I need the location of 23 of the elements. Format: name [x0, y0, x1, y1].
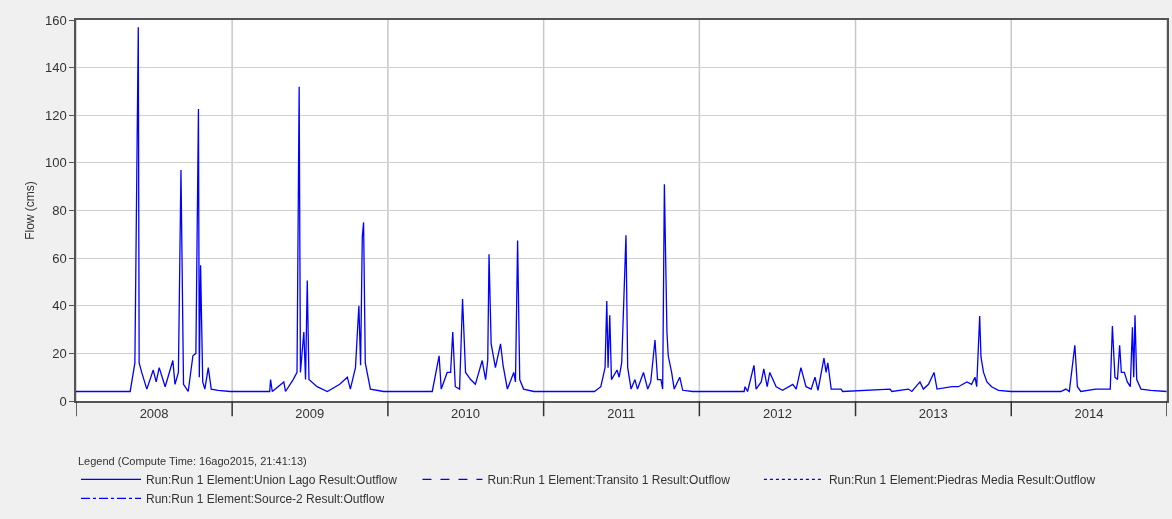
y-tick-label: 40 [52, 298, 67, 314]
legend-label: Run:Run 1 Element:Source-2 Result:Outflow [146, 492, 385, 507]
y-tick-label: 100 [44, 155, 67, 171]
legend-label: Run:Run 1 Element:Transito 1 Result:Outflow [487, 473, 731, 488]
x-tick-label: 2009 [295, 406, 325, 422]
x-tick-label: 2010 [451, 406, 481, 422]
y-axis-title: Flow (cms) [22, 181, 37, 240]
y-tick-label: 60 [52, 250, 67, 266]
legend-label: Run:Run 1 Element:Union Lago Result:Outflow [146, 473, 398, 488]
y-tick-label: 20 [52, 345, 67, 361]
y-tick-label: 80 [52, 203, 67, 219]
x-tick-label: 2013 [918, 406, 948, 422]
legend-label: Run:Run 1 Element:Piedras Media Result:Outflow [828, 473, 1096, 488]
y-tick-label: 160 [44, 12, 67, 28]
y-tick-label: 0 [59, 393, 67, 409]
legend-title: Legend (Compute Time: 16ago2015, 21:41:13) [78, 454, 307, 467]
y-tick-label: 120 [44, 107, 67, 123]
x-tick-label: 2012 [762, 406, 792, 422]
x-tick-label: 2014 [1074, 406, 1104, 422]
x-tick-label: 2008 [139, 406, 169, 422]
line-series [76, 26, 1167, 393]
y-tick-label: 140 [44, 60, 67, 76]
x-tick-label: 2011 [607, 406, 636, 422]
